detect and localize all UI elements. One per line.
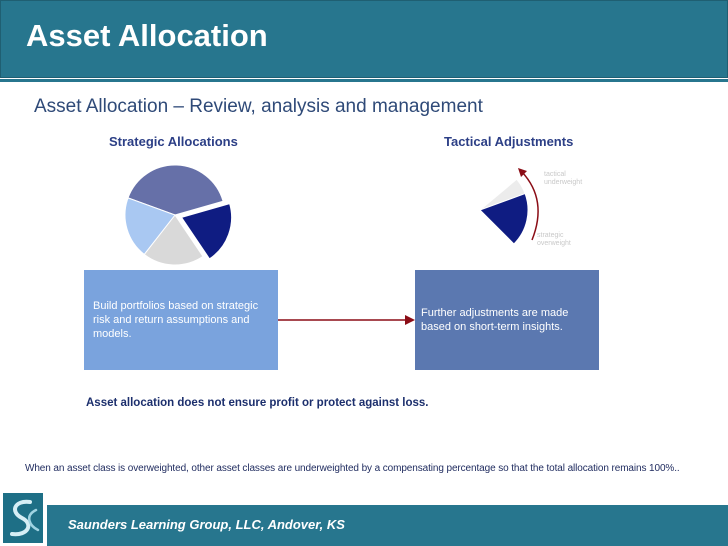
strategic-description: Build portfolios based on strategic risk…	[93, 300, 259, 340]
strategic-description-box: Build portfolios based on strategic risk…	[84, 270, 278, 370]
page-subtitle: Asset Allocation – Review, analysis and …	[34, 96, 483, 117]
footer-text: Saunders Learning Group, LLC, Andover, K…	[68, 517, 345, 532]
tactical-underweight-label: tactical underweight	[544, 171, 583, 186]
tactical-pie-slice	[479, 192, 529, 245]
strategic-pie-slice	[180, 202, 233, 260]
tactical-adjustment-chart	[479, 168, 539, 245]
curved-arrow-head	[518, 168, 527, 177]
disclaimer-text: Asset allocation does not ensure profit …	[86, 397, 429, 409]
tactical-description: Further adjustments are made based on sh…	[421, 307, 569, 333]
page-title: Asset Allocation	[26, 18, 268, 53]
header-bar	[0, 0, 728, 78]
footer-bar	[47, 505, 728, 546]
tactical-description-box: Further adjustments are made based on sh…	[415, 270, 599, 370]
strategic-pie-slice	[143, 214, 204, 266]
footnote-text: When an asset class is overweighted, oth…	[25, 463, 680, 474]
strategic-pie-slice	[127, 164, 224, 216]
header-divider	[0, 79, 728, 82]
strategic-pie-slice	[124, 197, 176, 256]
right-arrow-icon	[278, 315, 415, 325]
strategic-pie-chart	[124, 164, 233, 266]
slg-logo-icon	[0, 490, 46, 546]
curved-arrow-icon	[521, 171, 539, 241]
strategic-heading: Strategic Allocations	[109, 134, 238, 149]
tactical-heading: Tactical Adjustments	[444, 134, 574, 149]
strategic-overweight-label: strategic overweight	[537, 232, 571, 247]
